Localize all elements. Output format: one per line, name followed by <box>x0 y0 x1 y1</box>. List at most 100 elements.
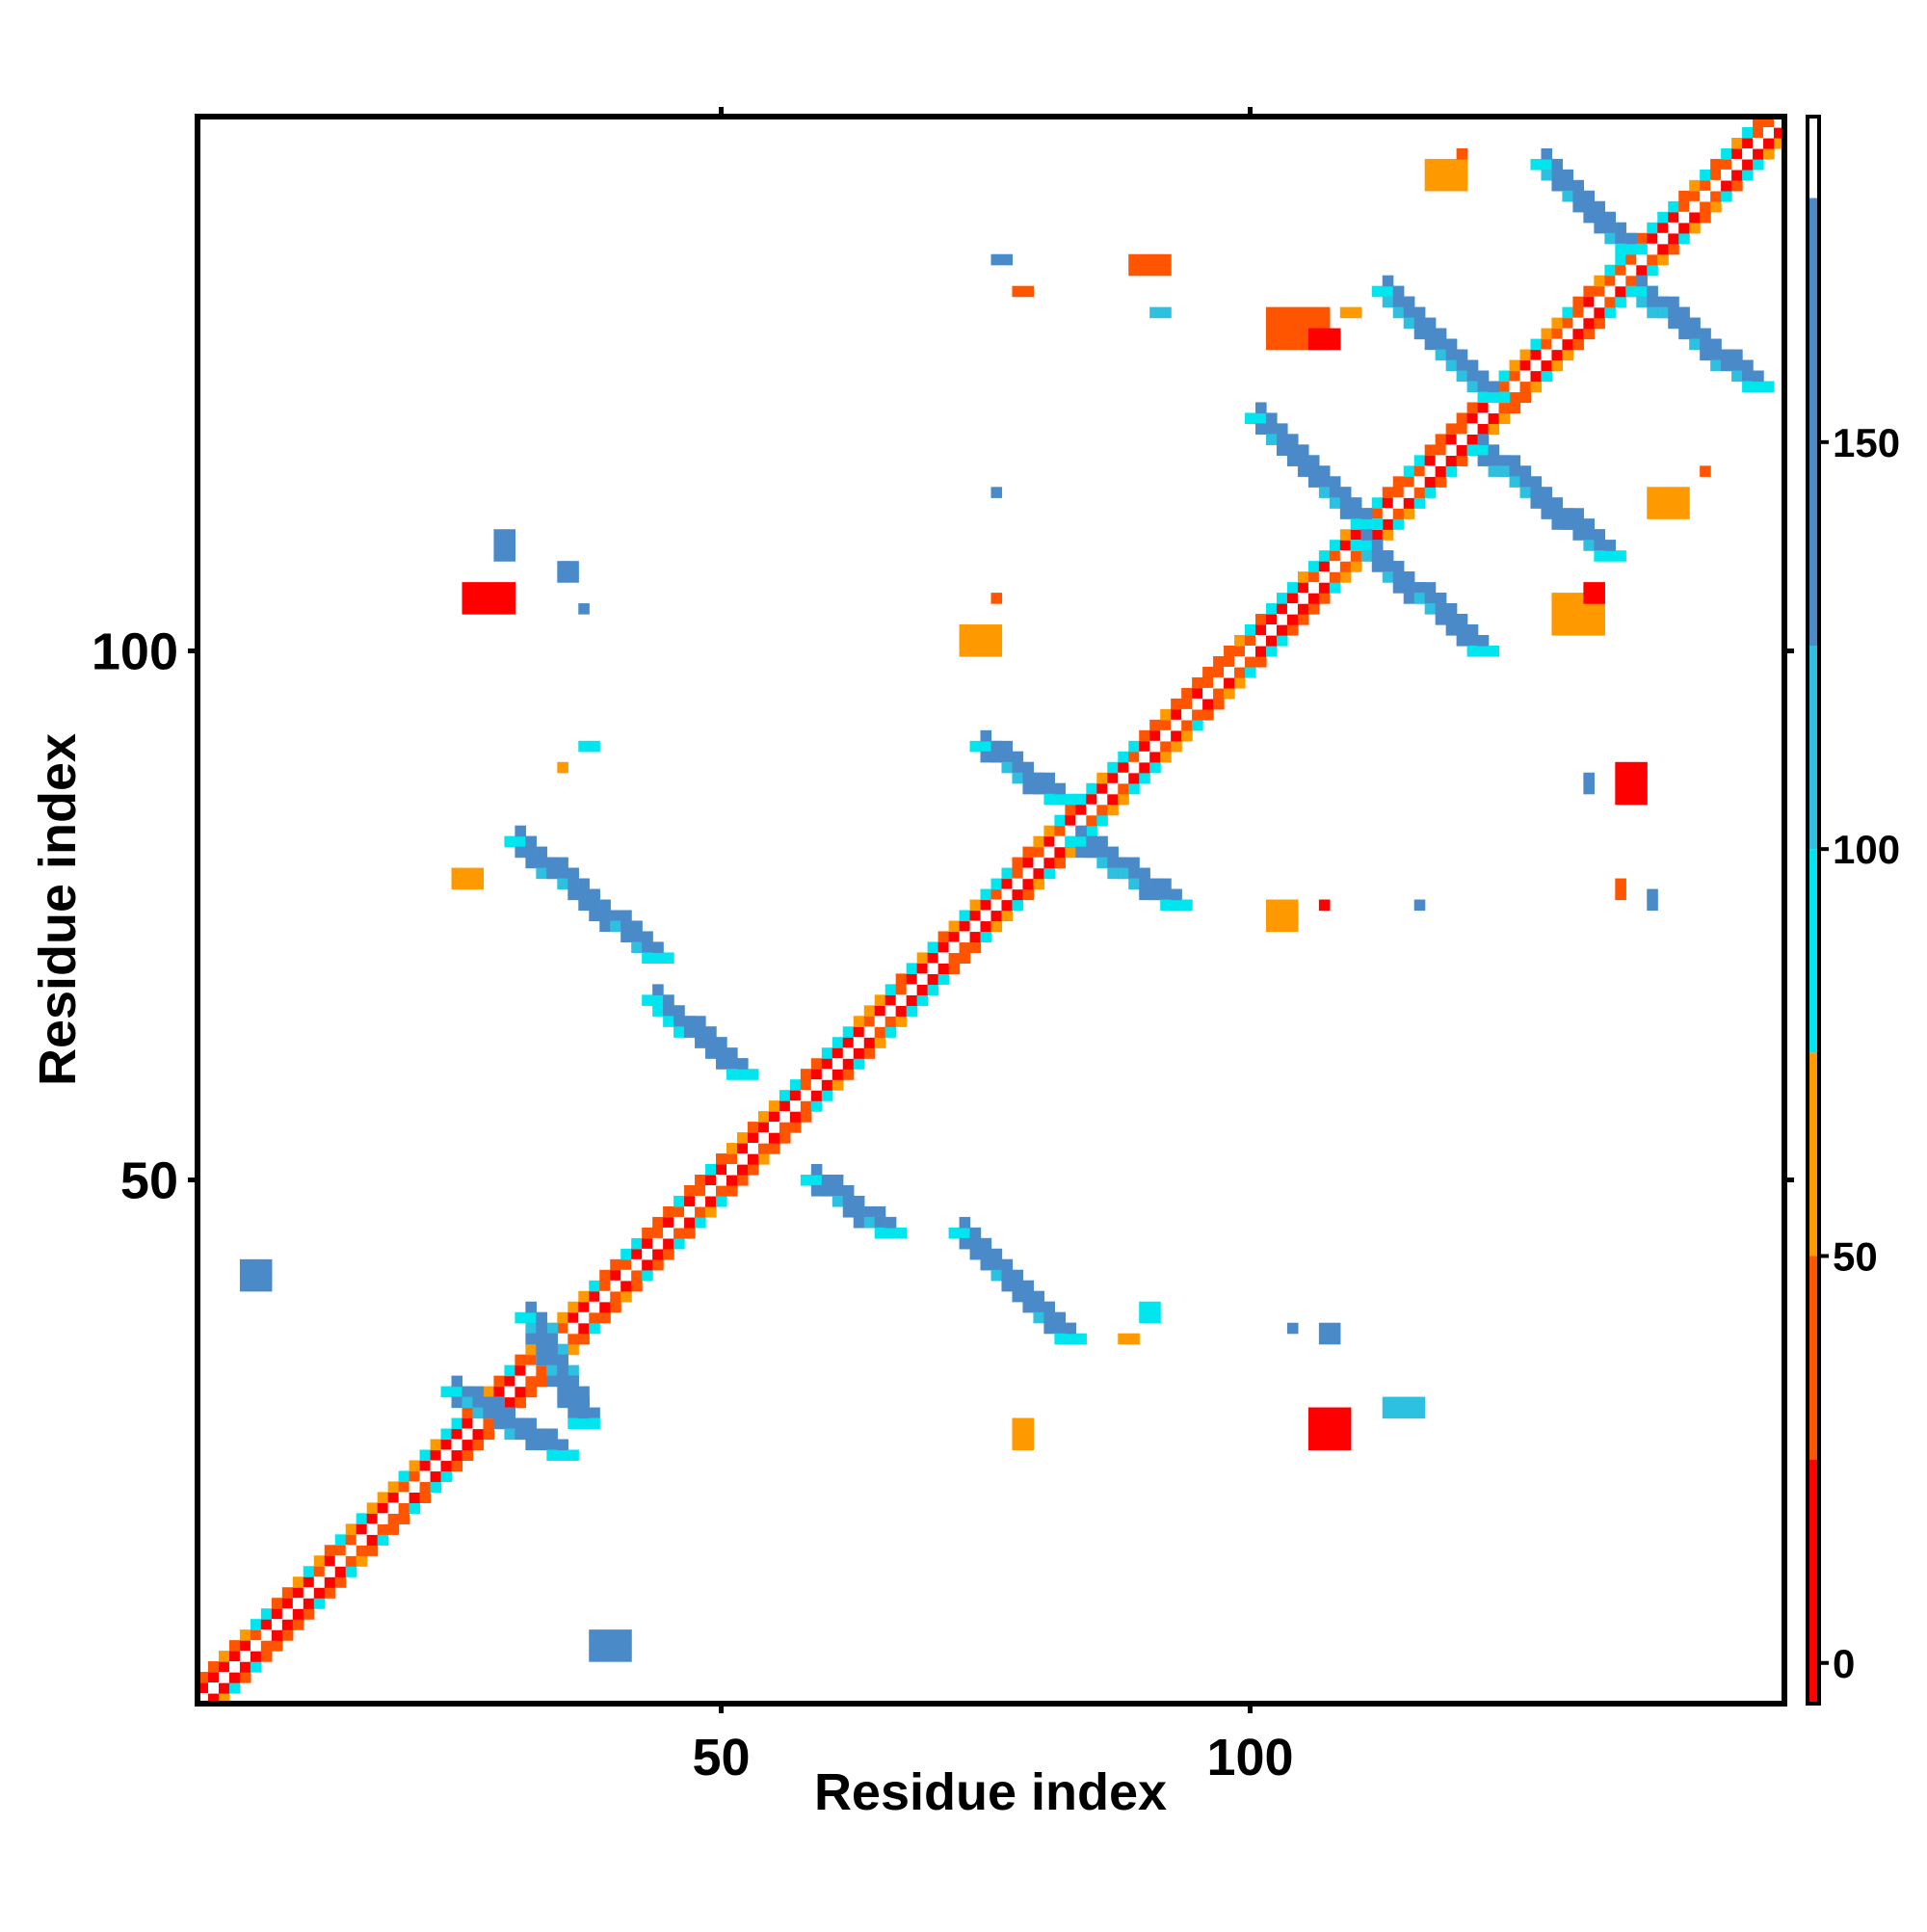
diagonal-cell <box>1763 126 1775 139</box>
contact-cell <box>810 1184 823 1197</box>
contact-cell <box>1297 444 1309 456</box>
diagonal-cell <box>1043 867 1055 880</box>
diagonal-cell <box>1276 593 1288 604</box>
diagonal-cell <box>832 1079 844 1091</box>
diagonal-cell <box>1033 878 1044 890</box>
diagonal-cell <box>1435 434 1447 445</box>
diagonal-cell <box>472 1428 485 1441</box>
diagonal-cell <box>1615 253 1626 266</box>
contact-patch-cell <box>969 646 982 657</box>
diagonal-cell <box>1265 603 1278 615</box>
diagonal-cell <box>1742 137 1754 149</box>
diagonal-cell <box>1541 338 1553 351</box>
diagonal-cell <box>757 1111 770 1123</box>
diagonal-cell <box>1054 857 1066 869</box>
contact-patch-cell <box>599 1651 611 1662</box>
diagonal-cell <box>927 941 939 954</box>
contact-patch-cell <box>1329 1417 1341 1430</box>
contact-cell <box>1276 444 1288 456</box>
diagonal-cell <box>1350 529 1362 541</box>
contact-patch-cell <box>1392 1407 1405 1419</box>
contact-patch-cell <box>1149 1301 1161 1313</box>
contact-cell <box>1033 1311 1044 1324</box>
diagonal-cell <box>536 1375 547 1388</box>
y-tick-label: 50 <box>120 1151 178 1209</box>
contact-cell <box>1710 359 1722 372</box>
diagonal-cell <box>789 1090 802 1101</box>
contact-cell <box>1033 1301 1044 1313</box>
diagonal-cell <box>1562 338 1573 351</box>
contact-cell <box>1286 455 1299 466</box>
diagonal-cell <box>959 931 971 943</box>
contact-cell <box>1392 582 1405 594</box>
contact-cell <box>451 1375 463 1388</box>
diagonal-cell <box>366 1523 379 1535</box>
contact-patch-cell <box>1572 593 1584 604</box>
contact-patch-cell <box>1678 508 1690 519</box>
diagonal-cell <box>1297 582 1309 594</box>
diagonal-cell <box>239 1661 251 1673</box>
diagonal-cell <box>800 1090 812 1101</box>
contact-patch-cell <box>990 253 1003 266</box>
diagonal-cell <box>377 1492 389 1503</box>
contact-cell <box>1276 423 1288 435</box>
contact-cell <box>832 1175 844 1186</box>
diagonal-cell <box>1265 614 1278 625</box>
diagonal-cell <box>1466 402 1479 414</box>
contact-patch-cell <box>1551 614 1564 625</box>
contact-cell <box>1033 782 1044 795</box>
contact-patch-cell <box>557 561 568 572</box>
contact-cell <box>1318 465 1331 477</box>
diagonal-cell <box>1604 275 1616 287</box>
diagonal-cell <box>1700 179 1711 192</box>
diagonal-cell <box>1763 147 1775 160</box>
diagonal-cell <box>810 1100 823 1112</box>
contact-cell <box>1022 1301 1035 1313</box>
diagonal-cell <box>906 1005 918 1017</box>
diagonal-cell <box>281 1629 294 1641</box>
diagonal-cell <box>1392 487 1405 498</box>
contact-cell <box>1286 434 1299 445</box>
contact-patch-cell <box>1668 497 1679 509</box>
diagonal-cell <box>1753 158 1764 171</box>
diagonal-cell <box>1721 158 1732 171</box>
contact-cell <box>589 1407 600 1419</box>
diagonal-cell <box>1318 550 1331 562</box>
contact-cell <box>1339 508 1352 519</box>
contact-cell <box>1466 635 1479 647</box>
diagonal-cell <box>937 941 950 954</box>
diagonal-cell <box>620 1290 632 1303</box>
contact-patch-cell <box>1276 328 1288 340</box>
diagonal-cell <box>1435 444 1447 456</box>
diagonal-cell <box>726 1143 738 1154</box>
contact-cell <box>1318 476 1331 488</box>
diagonal-cell <box>1286 593 1299 604</box>
contact-patch-cell <box>1413 1396 1426 1409</box>
contact-cell <box>1636 275 1648 287</box>
contact-patch-cell <box>959 646 971 657</box>
diagonal-cell <box>1096 772 1108 784</box>
diagonal-cell <box>1753 126 1764 139</box>
diagonal-cell <box>1551 349 1564 361</box>
diagonal-cell <box>610 1280 621 1292</box>
diagonal-cell <box>663 1205 674 1218</box>
diagonal-cell <box>313 1555 326 1567</box>
contact-cell <box>1509 465 1521 477</box>
diagonal-cell <box>1594 317 1605 330</box>
contact-cell <box>504 1417 515 1430</box>
contact-cell <box>642 994 653 1006</box>
diagonal-cell <box>1488 423 1500 435</box>
diagonal-cell <box>525 1386 537 1398</box>
contact-patch-cell <box>1424 169 1437 181</box>
contact-patch-cell <box>1403 1407 1415 1419</box>
diagonal-cell <box>1033 846 1044 859</box>
diagonal-cell <box>483 1417 495 1430</box>
contact-cell <box>1382 571 1394 583</box>
diagonal-cell <box>1171 740 1182 753</box>
contact-patch-cell <box>1276 910 1288 922</box>
diagonal-cell <box>1594 296 1605 308</box>
diagonal-cell <box>260 1608 273 1620</box>
contact-cell <box>493 1417 506 1430</box>
contact-cell <box>1721 349 1732 361</box>
